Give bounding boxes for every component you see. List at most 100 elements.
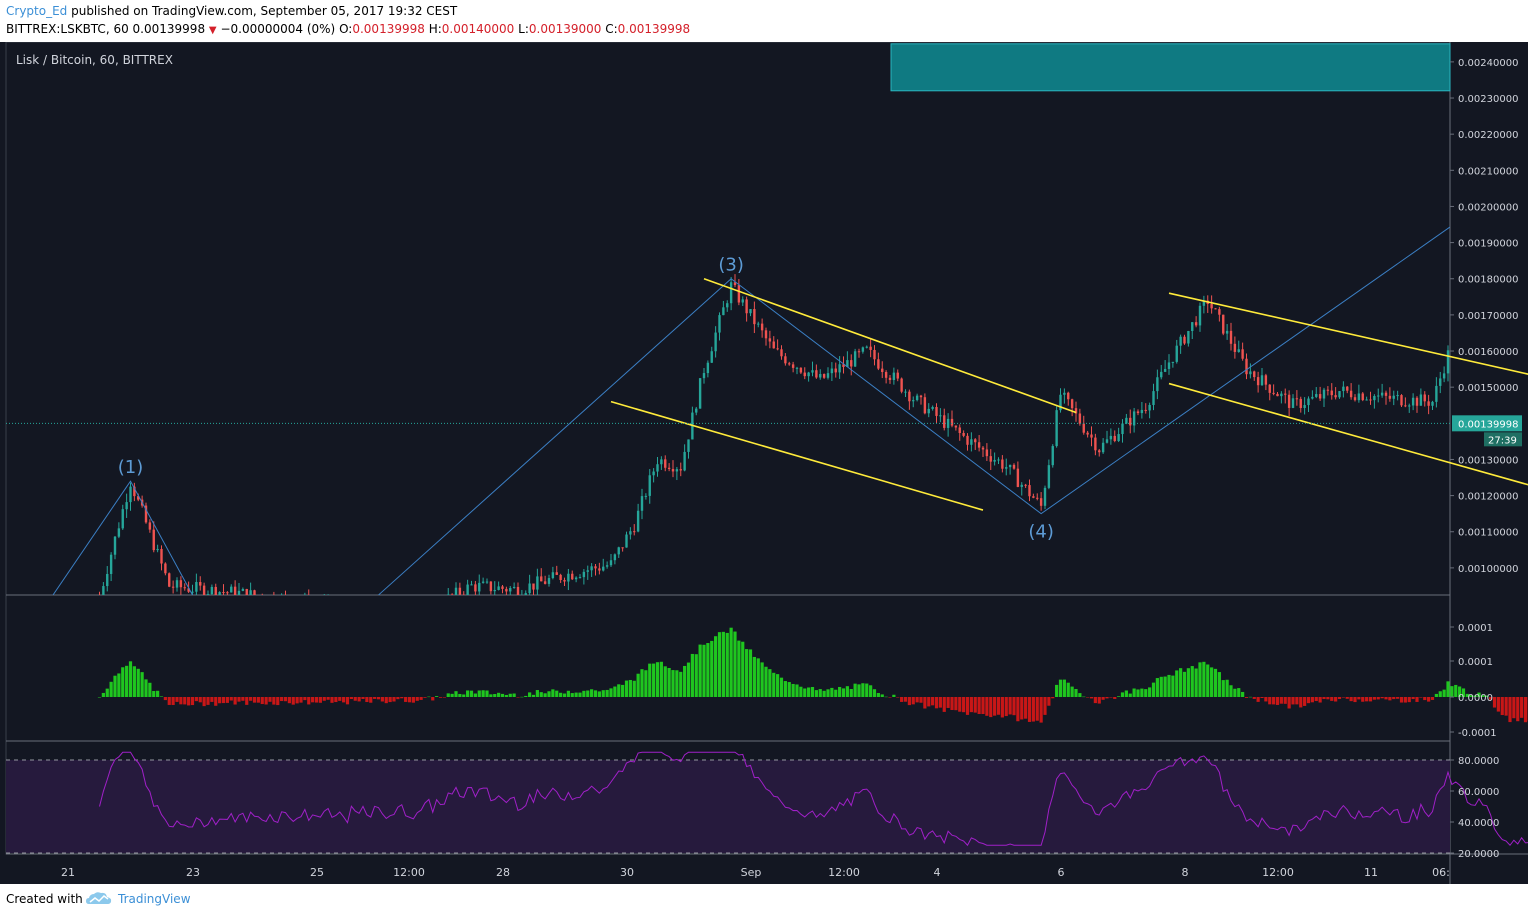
publish-header: Crypto_Ed published on TradingView.com, … (0, 0, 1528, 42)
candle-body (1063, 392, 1066, 395)
open-label: O: (339, 22, 353, 36)
candle-body (339, 604, 341, 607)
osc-bar (799, 686, 803, 697)
osc-bar (318, 697, 322, 703)
candle-body (164, 563, 167, 574)
osc-bar (1035, 697, 1039, 721)
candle-body (521, 596, 523, 597)
candle-body (350, 601, 352, 614)
tradingview-cloud-icon (86, 892, 112, 904)
candle-body (1047, 465, 1051, 488)
candle-body (1272, 392, 1275, 394)
osc-bar (721, 631, 725, 697)
osc-bar (1198, 662, 1202, 697)
osc-bar (1182, 671, 1187, 697)
candle-body (912, 400, 915, 402)
osc-bar (1264, 697, 1268, 702)
candle-body (1369, 399, 1372, 401)
candle-body (323, 602, 325, 607)
osc-bar (1419, 697, 1423, 698)
osc-bar (1411, 697, 1415, 700)
osc-bar (578, 692, 582, 697)
candle-body (1105, 439, 1109, 443)
candle-body (850, 360, 853, 367)
osc-bar (1093, 697, 1097, 704)
osc-bar (764, 666, 768, 697)
time-tick-label: 4 (934, 866, 941, 879)
osc-bar (772, 672, 776, 697)
high-label: H: (428, 22, 442, 36)
candle-body (432, 603, 434, 613)
chart-area[interactable] (0, 42, 1528, 884)
candle-body (757, 323, 760, 325)
osc-bar (225, 697, 229, 703)
candle-body (206, 594, 210, 595)
osc-bar (1155, 678, 1159, 697)
osc-bar (865, 683, 869, 697)
osc-bar (640, 669, 644, 697)
candle-body (830, 368, 834, 374)
candle-body (764, 330, 768, 339)
author-link[interactable]: Crypto_Ed (6, 4, 68, 18)
time-tick-label: 12:00 (828, 866, 860, 879)
osc-bar (1310, 697, 1314, 703)
candle-body (636, 510, 640, 532)
osc-bar (117, 673, 121, 697)
candle-body (489, 581, 493, 592)
osc-bar (737, 640, 741, 697)
osc-bar (427, 696, 431, 698)
osc-bar (973, 697, 977, 713)
osc-bar (1454, 684, 1458, 697)
axis-layer: 0.00240000 0.00230000 0.00220000 0.00210000… (6, 58, 1522, 879)
wave-label-2: (3) (718, 255, 744, 276)
candle-body (1187, 331, 1190, 344)
osc-bar (1512, 697, 1516, 719)
candle-body (175, 580, 179, 588)
osc-bar (876, 693, 880, 697)
osc-bar (1361, 697, 1365, 702)
candle-body (1163, 368, 1167, 372)
osc-bar (423, 697, 427, 698)
candle-body (319, 606, 321, 607)
osc-bar (183, 697, 187, 705)
candle-body (1024, 484, 1027, 486)
candle-body (454, 587, 458, 595)
osc-bar (283, 697, 288, 702)
osc-bar (1492, 697, 1497, 708)
osc-bar (919, 697, 923, 703)
candle-body (265, 601, 267, 603)
osc-bar (853, 683, 857, 697)
candle-body (280, 596, 282, 606)
osc-bar (190, 697, 195, 706)
candle-body (536, 576, 539, 590)
tradingview-brand[interactable]: TradingView (118, 892, 191, 906)
osc-bar (516, 697, 520, 698)
candle-body (230, 586, 233, 593)
candle-body (1109, 435, 1113, 440)
price-tick-label: 0.00230000 (1458, 94, 1518, 105)
wave-lines-layer (52, 226, 1450, 595)
candle-body (648, 475, 651, 496)
candle-body (532, 583, 535, 590)
osc-bar (667, 667, 671, 697)
osc-bar (1353, 697, 1357, 703)
osc-bar (1008, 697, 1012, 715)
chart-svg[interactable]: 0.00240000 0.00230000 0.00220000 0.00210000… (0, 42, 1528, 884)
osc-bar (965, 697, 970, 715)
candle-body (698, 378, 702, 409)
osc-bar (671, 670, 675, 697)
candle-body (1136, 411, 1140, 414)
osc-bar (1415, 697, 1419, 702)
candle-body (807, 372, 810, 377)
candle-body (1016, 468, 1020, 487)
candle-body (760, 323, 764, 331)
osc-bar (888, 697, 892, 698)
osc-bar (617, 684, 621, 697)
candle-body (168, 573, 171, 587)
candle-body (1439, 378, 1442, 386)
osc-bar (1171, 675, 1175, 697)
osc-bar (1000, 697, 1004, 718)
candle-body (578, 577, 582, 579)
osc-bar (1341, 697, 1345, 698)
price-tick-label: 0.00240000 (1458, 58, 1518, 69)
